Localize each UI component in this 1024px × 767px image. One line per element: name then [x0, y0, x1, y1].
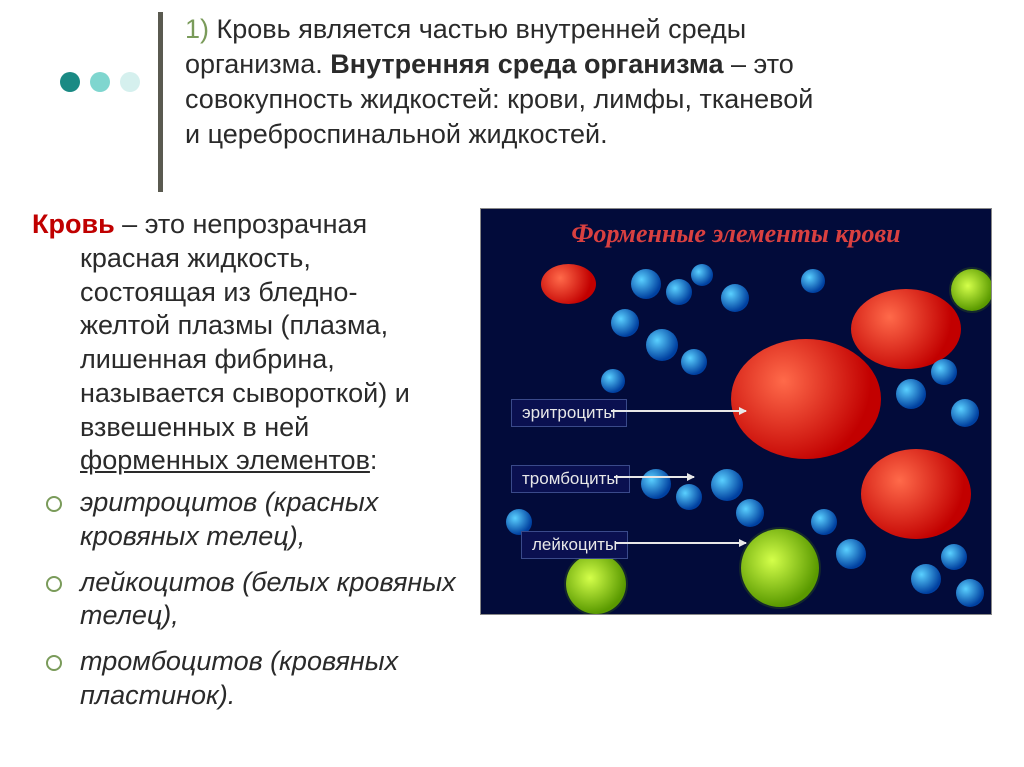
intro-paragraph: 1) Кровь является частью внутренней сред…: [185, 12, 984, 152]
plt-cell: [666, 279, 692, 305]
list-item: лейкоцитов (белых кровяных телец),: [32, 566, 470, 634]
plt-cell: [721, 284, 749, 312]
plt-cell: [676, 484, 702, 510]
plt-cell: [896, 379, 926, 409]
figure-label-thrombocytes: тромбоциты: [511, 465, 630, 493]
rbc-cell: [851, 289, 961, 369]
plt-cell: [681, 349, 707, 375]
intro-line4: и цереброспинальной жидкостей.: [185, 119, 608, 149]
figure-pointer-leukocytes: [616, 542, 746, 544]
definition-tail: :: [370, 445, 378, 475]
rbc-cell: [731, 339, 881, 459]
plt-cell: [691, 264, 713, 286]
figure-title: Форменные элементы крови: [481, 219, 991, 249]
definition-column: Кровь – это непрозрачнаякрасная жидкость…: [32, 208, 470, 725]
intro-line2a: организма.: [185, 49, 330, 79]
dot-2: [90, 72, 110, 92]
plt-cell: [601, 369, 625, 393]
plt-cell: [836, 539, 866, 569]
elements-list: эритроцитов (красных кровяных телец), лей…: [32, 486, 470, 713]
blood-cells-figure: Форменные элементы крови эритроциты тромб…: [480, 208, 992, 615]
wbc-cell: [741, 529, 819, 607]
wbc-cell: [951, 269, 992, 311]
blood-definition: Кровь – это непрозрачнаякрасная жидкость…: [32, 208, 470, 478]
intro-number: 1): [185, 14, 209, 44]
plt-cell: [736, 499, 764, 527]
plt-cell: [611, 309, 639, 337]
wbc-cell: [566, 554, 626, 614]
intro-line3: совокупность жидкостей: крови, лимфы, тк…: [185, 84, 813, 114]
list-item: тромбоцитов (кровяных пластинок).: [32, 645, 470, 713]
rbc-cell: [541, 264, 596, 304]
figure-label-erythrocytes: эритроциты: [511, 399, 627, 427]
plt-cell: [631, 269, 661, 299]
definition-body: – это непрозрачнаякрасная жидкость,состо…: [80, 209, 410, 442]
intro-line1: Кровь является частью внутренней среды: [217, 14, 747, 44]
plt-cell: [931, 359, 957, 385]
plt-cell: [811, 509, 837, 535]
plt-cell: [956, 579, 984, 607]
intro-line2b: – это: [724, 49, 794, 79]
definition-underline: форменных элементов: [80, 445, 370, 475]
plt-cell: [646, 329, 678, 361]
list-item: эритроцитов (красных кровяных телец),: [32, 486, 470, 554]
plt-cell: [641, 469, 671, 499]
dot-3: [120, 72, 140, 92]
plt-cell: [711, 469, 743, 501]
dot-1: [60, 72, 80, 92]
definition-term: Кровь: [32, 209, 115, 239]
plt-cell: [911, 564, 941, 594]
decorative-dots: [60, 72, 140, 92]
plt-cell: [951, 399, 979, 427]
plt-cell: [801, 269, 825, 293]
vertical-divider: [158, 12, 163, 192]
figure-pointer-thrombocytes: [614, 476, 694, 478]
figure-label-leukocytes: лейкоциты: [521, 531, 628, 559]
intro-bold-term: Внутренняя среда организма: [330, 49, 723, 79]
rbc-cell: [861, 449, 971, 539]
plt-cell: [941, 544, 967, 570]
figure-pointer-erythrocytes: [611, 410, 746, 412]
